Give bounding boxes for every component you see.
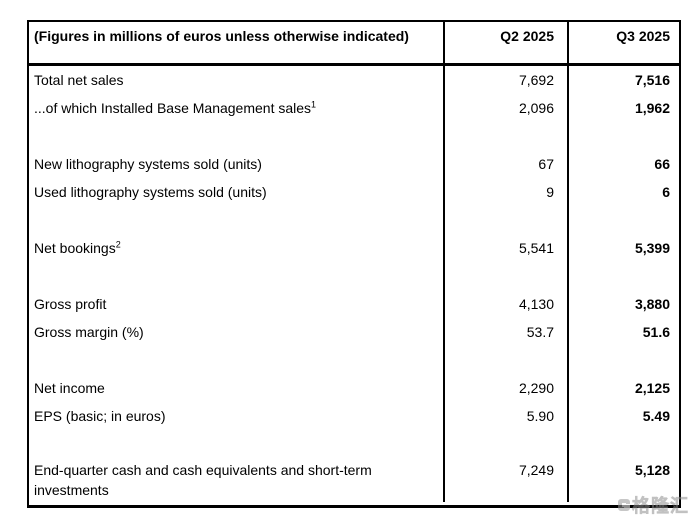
table-row: New lithography systems sold (units) 67 … xyxy=(29,150,679,178)
table-row: Net income 2,290 2,125 xyxy=(29,374,679,402)
column-header-q3: Q3 2025 xyxy=(567,22,679,63)
table-row: ...of which Installed Base Management sa… xyxy=(29,94,679,122)
q3-value: 5.49 xyxy=(567,402,679,430)
q2-value: 5,541 xyxy=(443,234,567,262)
table-row: Gross margin (%) 53.7 51.6 xyxy=(29,318,679,346)
spacer-row xyxy=(29,122,679,150)
financial-results-table: (Figures in millions of euros unless oth… xyxy=(27,20,681,508)
row-label: New lithography systems sold (units) xyxy=(34,156,262,172)
row-label: EPS (basic; in euros) xyxy=(34,408,166,424)
watermark-text: 格隆汇 xyxy=(632,496,689,517)
table-row: Net bookings2 5,541 5,399 xyxy=(29,234,679,262)
q3-value: 6 xyxy=(567,178,679,206)
table-row: Used lithography systems sold (units) 9 … xyxy=(29,178,679,206)
q2-value: 7,249 xyxy=(443,458,567,502)
row-label: Net income xyxy=(34,380,105,396)
footnote-ref: 2 xyxy=(115,239,121,250)
q3-value: 5,399 xyxy=(567,234,679,262)
row-label: Total net sales xyxy=(34,72,124,88)
q3-value: 66 xyxy=(567,150,679,178)
spacer-row xyxy=(29,346,679,374)
gelonghui-watermark: 格隆汇 xyxy=(618,492,689,518)
table-row: EPS (basic; in euros) 5.90 5.49 xyxy=(29,402,679,430)
row-label: Used lithography systems sold (units) xyxy=(34,184,267,200)
q2-value: 2,096 xyxy=(443,94,567,122)
q2-value: 2,290 xyxy=(443,374,567,402)
table-row: End-quarter cash and cash equivalents an… xyxy=(29,458,679,502)
q2-value: 5.90 xyxy=(443,402,567,430)
column-header-q2: Q2 2025 xyxy=(443,22,567,63)
row-label: Net bookings xyxy=(34,240,116,256)
row-label: End-quarter cash and cash equivalents an… xyxy=(34,462,372,498)
table-row: Gross profit 4,130 3,880 xyxy=(29,290,679,318)
q2-value: 67 xyxy=(443,150,567,178)
spacer-row xyxy=(29,262,679,290)
q3-value: 2,125 xyxy=(567,374,679,402)
q2-value: 9 xyxy=(443,178,567,206)
row-label: Gross margin (%) xyxy=(34,324,144,340)
q2-value: 53.7 xyxy=(443,318,567,346)
row-label: ...of which Installed Base Management sa… xyxy=(34,100,312,116)
spacer-row xyxy=(29,430,679,458)
row-label: Gross profit xyxy=(34,296,107,312)
q3-value: 1,962 xyxy=(567,94,679,122)
gelonghui-logo-icon xyxy=(618,499,630,511)
q3-value: 5,128 xyxy=(567,458,679,502)
footnote-ref: 1 xyxy=(311,99,317,110)
spacer-row xyxy=(29,206,679,234)
q2-value: 7,692 xyxy=(443,66,567,94)
table-header-row: (Figures in millions of euros unless oth… xyxy=(29,22,679,66)
q2-value: 4,130 xyxy=(443,290,567,318)
q3-value: 3,880 xyxy=(567,290,679,318)
q3-value: 51.6 xyxy=(567,318,679,346)
table-row: Total net sales 7,692 7,516 xyxy=(29,66,679,94)
q3-value: 7,516 xyxy=(567,66,679,94)
table-caption: (Figures in millions of euros unless oth… xyxy=(34,28,409,44)
